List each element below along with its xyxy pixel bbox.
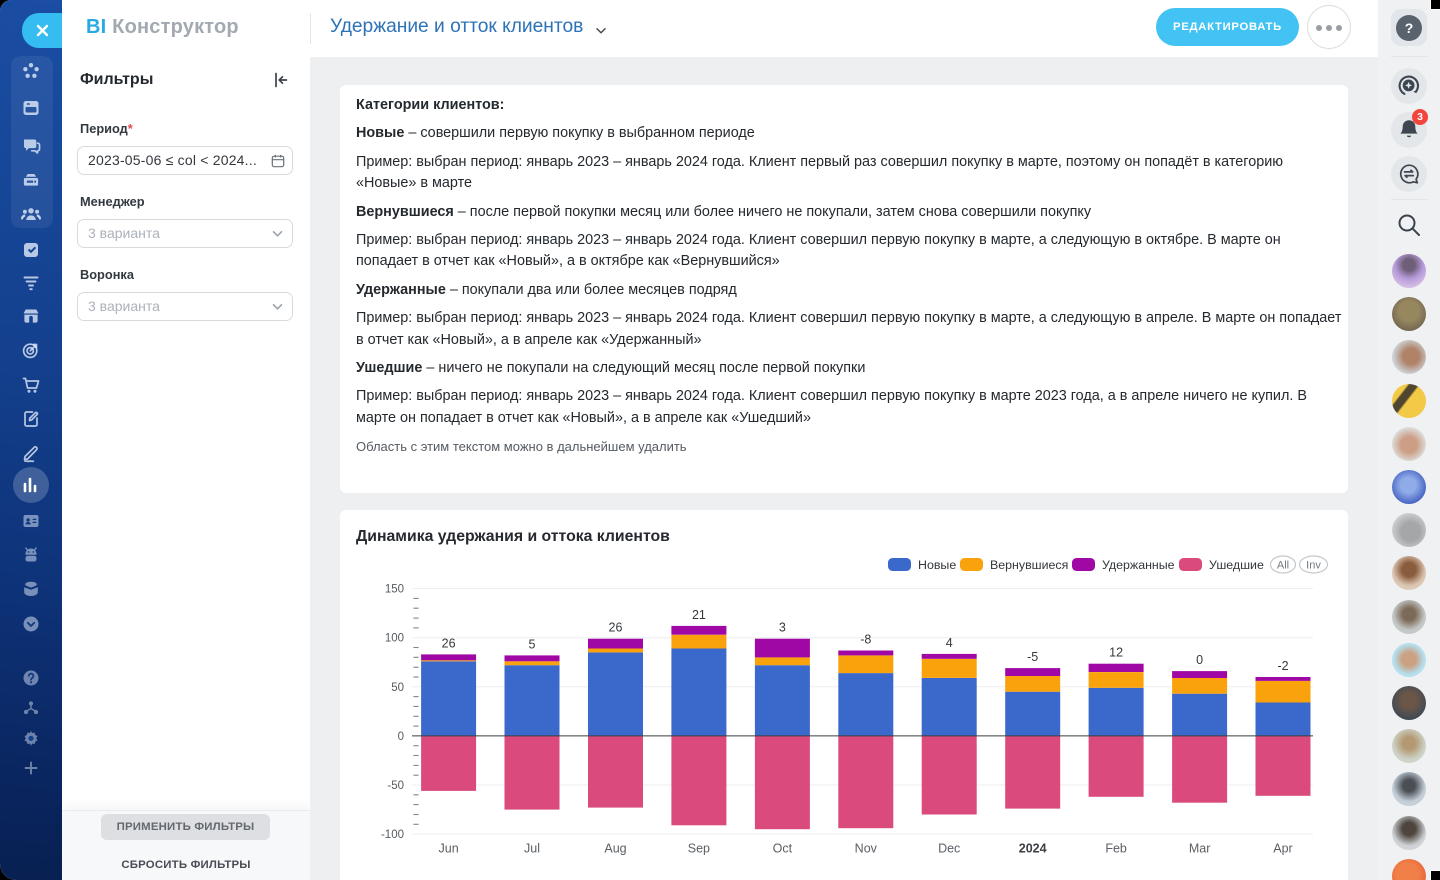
svg-text:4: 4 — [946, 636, 953, 650]
svg-text:Ушедшие: Ушедшие — [1209, 558, 1264, 572]
svg-text:50: 50 — [391, 682, 404, 694]
svg-text:2024: 2024 — [1019, 842, 1047, 856]
svg-text:Динамика удержания и оттока кл: Динамика удержания и оттока клиентов — [356, 528, 670, 545]
svg-text:26: 26 — [442, 636, 456, 650]
svg-text:21: 21 — [692, 608, 706, 622]
svg-text:-50: -50 — [387, 780, 404, 792]
svg-text:Dec: Dec — [938, 842, 960, 856]
svg-text:Jul: Jul — [524, 842, 540, 856]
svg-text:-5: -5 — [1027, 650, 1038, 664]
svg-text:Nov: Nov — [855, 842, 878, 856]
svg-text:3: 3 — [779, 621, 786, 635]
svg-text:0: 0 — [1196, 653, 1203, 667]
svg-text:All: All — [1277, 560, 1289, 572]
svg-text:12: 12 — [1109, 646, 1123, 660]
svg-text:Вернувшиеся: Вернувшиеся — [990, 558, 1068, 572]
svg-text:Aug: Aug — [604, 842, 626, 856]
svg-text:-8: -8 — [860, 633, 871, 647]
svg-text:Новые: Новые — [918, 558, 956, 572]
svg-text:100: 100 — [385, 633, 404, 645]
svg-text:-2: -2 — [1277, 659, 1288, 673]
svg-text:Jun: Jun — [439, 842, 459, 856]
svg-text:0: 0 — [398, 731, 404, 743]
svg-text:Inv: Inv — [1306, 560, 1321, 572]
svg-text:Oct: Oct — [773, 842, 793, 856]
svg-text:26: 26 — [609, 621, 623, 635]
svg-text:5: 5 — [529, 637, 536, 651]
svg-text:Sep: Sep — [688, 842, 710, 856]
svg-text:-100: -100 — [381, 829, 404, 841]
svg-text:Apr: Apr — [1273, 842, 1292, 856]
svg-text:Mar: Mar — [1189, 842, 1211, 856]
svg-text:Feb: Feb — [1105, 842, 1127, 856]
svg-text:150: 150 — [385, 584, 404, 596]
svg-text:Удержанные: Удержанные — [1102, 558, 1175, 572]
